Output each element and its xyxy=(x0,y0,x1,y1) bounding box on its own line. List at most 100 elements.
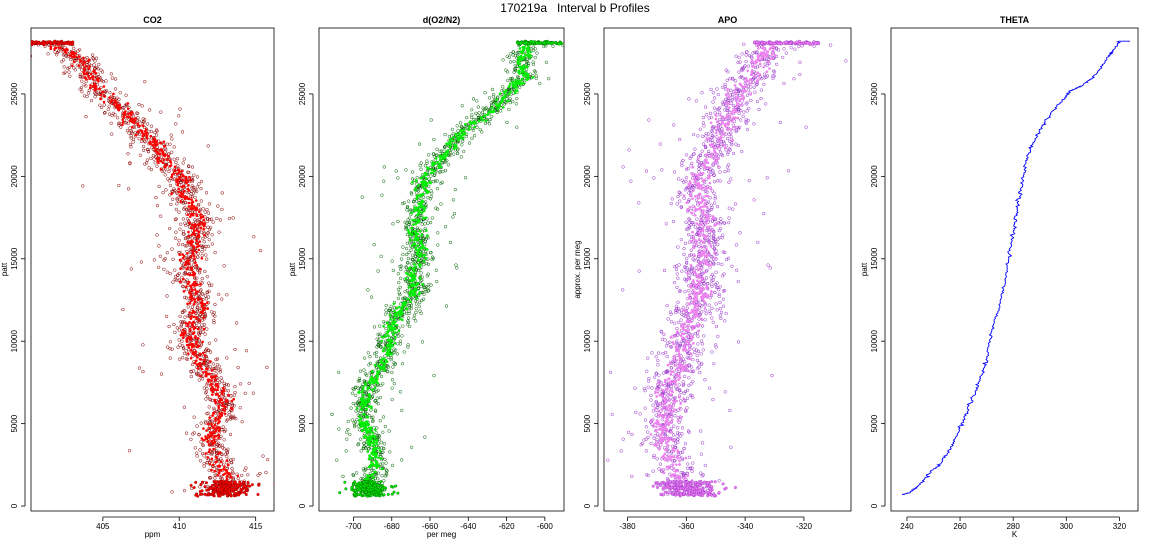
data-point xyxy=(114,101,117,104)
data-point xyxy=(396,176,400,180)
data-point xyxy=(357,376,362,381)
data-point xyxy=(174,230,178,234)
data-point xyxy=(129,267,134,271)
data-point xyxy=(212,406,216,410)
data-point xyxy=(411,244,414,247)
y-tick-label: 15000 xyxy=(583,247,592,270)
y-axis-title: approx. per meg xyxy=(573,240,582,298)
data-point xyxy=(197,271,202,275)
data-point xyxy=(500,101,503,104)
data-point xyxy=(168,340,173,344)
data-point xyxy=(220,207,224,212)
data-point xyxy=(83,60,86,64)
data-point xyxy=(419,201,423,205)
data-point xyxy=(183,271,188,275)
data-point xyxy=(226,383,231,387)
data-point xyxy=(357,428,362,432)
data-point xyxy=(214,378,217,382)
data-point xyxy=(175,179,178,183)
data-point xyxy=(401,324,405,328)
data-point xyxy=(144,128,148,131)
data-point xyxy=(496,107,500,111)
data-point xyxy=(219,457,223,461)
data-point xyxy=(188,247,192,252)
data-point xyxy=(373,409,378,414)
data-point xyxy=(390,370,394,375)
data-point xyxy=(374,354,379,359)
data-point xyxy=(252,235,256,239)
data-point xyxy=(389,356,393,360)
data-point xyxy=(170,137,174,141)
data-point xyxy=(357,390,361,394)
data-point xyxy=(416,253,420,256)
data-point xyxy=(520,77,524,81)
data-point xyxy=(413,229,417,233)
data-point xyxy=(409,274,412,278)
data-point xyxy=(455,124,459,128)
data-point xyxy=(413,218,417,222)
data-point xyxy=(200,437,204,440)
data-point xyxy=(180,173,184,176)
data-point xyxy=(218,380,222,384)
data-point xyxy=(141,343,145,347)
data-point xyxy=(390,397,394,402)
data-point xyxy=(406,256,411,261)
data-point xyxy=(155,143,158,147)
data-point xyxy=(203,210,207,214)
data-point xyxy=(139,129,142,132)
data-point xyxy=(435,147,439,151)
data-point xyxy=(432,169,436,173)
data-point xyxy=(207,405,211,409)
data-point xyxy=(88,77,91,80)
data-point xyxy=(209,432,213,435)
data-point xyxy=(786,169,791,173)
data-point xyxy=(365,480,369,484)
data-point xyxy=(182,254,186,258)
data-point xyxy=(202,427,205,430)
data-point xyxy=(94,85,98,88)
data-point xyxy=(531,48,536,53)
data-point xyxy=(531,40,535,44)
data-point xyxy=(420,340,425,344)
data-point xyxy=(189,207,192,211)
data-point xyxy=(361,423,365,427)
data-point xyxy=(183,197,187,201)
data-point xyxy=(420,233,423,237)
data-point xyxy=(463,176,468,180)
data-point xyxy=(200,489,204,493)
data-point xyxy=(214,416,217,420)
data-point xyxy=(467,141,472,145)
data-point xyxy=(402,296,406,301)
data-point xyxy=(424,180,427,184)
data-point xyxy=(97,62,101,67)
data-point xyxy=(145,158,150,162)
data-point xyxy=(187,230,190,234)
data-point xyxy=(414,319,418,323)
data-point xyxy=(351,401,355,406)
data-point xyxy=(183,195,187,199)
data-point xyxy=(404,301,408,305)
data-point xyxy=(193,284,196,287)
data-point xyxy=(85,72,89,75)
data-point xyxy=(502,106,505,109)
data-point xyxy=(179,222,183,226)
data-point xyxy=(148,108,152,112)
data-point xyxy=(455,134,459,137)
data-point xyxy=(225,481,229,485)
data-point xyxy=(200,451,205,456)
data-point xyxy=(382,367,385,371)
data-point xyxy=(419,239,423,243)
data-point xyxy=(170,347,174,351)
data-point xyxy=(93,82,96,86)
data-point xyxy=(181,264,185,268)
data-point xyxy=(393,312,397,316)
data-point xyxy=(182,333,185,337)
data-point xyxy=(206,440,209,444)
data-point xyxy=(118,91,122,95)
data-point xyxy=(361,382,365,386)
data-point xyxy=(409,306,413,311)
data-point xyxy=(170,175,173,179)
data-point xyxy=(505,120,509,125)
data-point xyxy=(217,441,221,445)
data-point xyxy=(375,461,379,465)
